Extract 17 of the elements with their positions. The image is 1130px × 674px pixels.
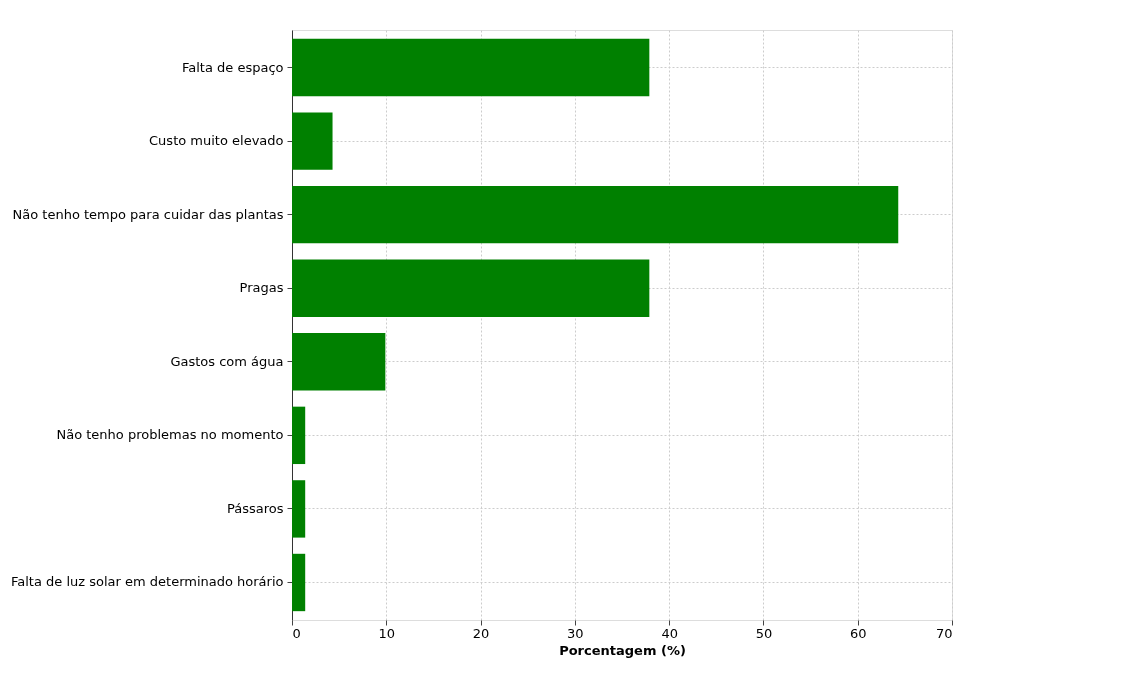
y-tick-label: Falta de luz solar em determinado horário xyxy=(10,574,284,590)
x-tick-label: 30 xyxy=(567,625,584,641)
y-tick-label: Não tenho problemas no momento xyxy=(56,427,284,443)
x-tick-label: 50 xyxy=(755,625,773,641)
x-tick-label: 60 xyxy=(849,625,867,641)
x-tick-label: 70 xyxy=(935,625,953,641)
y-tick-label: Falta de espaço xyxy=(181,59,284,75)
x-axis-title: Porcentagem (%) xyxy=(559,642,686,658)
x-tick-label: 0 xyxy=(292,625,301,641)
x-tick-label: 20 xyxy=(472,625,490,641)
y-tick-label: Gastos com água xyxy=(170,353,284,369)
y-tick-label: Custo muito elevado xyxy=(149,133,284,149)
y-tick-label: Pragas xyxy=(239,280,284,296)
y-tick-label: Pássaros xyxy=(226,500,284,516)
x-tick-label: 40 xyxy=(661,625,678,641)
y-tick-label: Não tenho tempo para cuidar das plantas xyxy=(12,206,284,222)
x-tick-label: 10 xyxy=(378,625,396,641)
